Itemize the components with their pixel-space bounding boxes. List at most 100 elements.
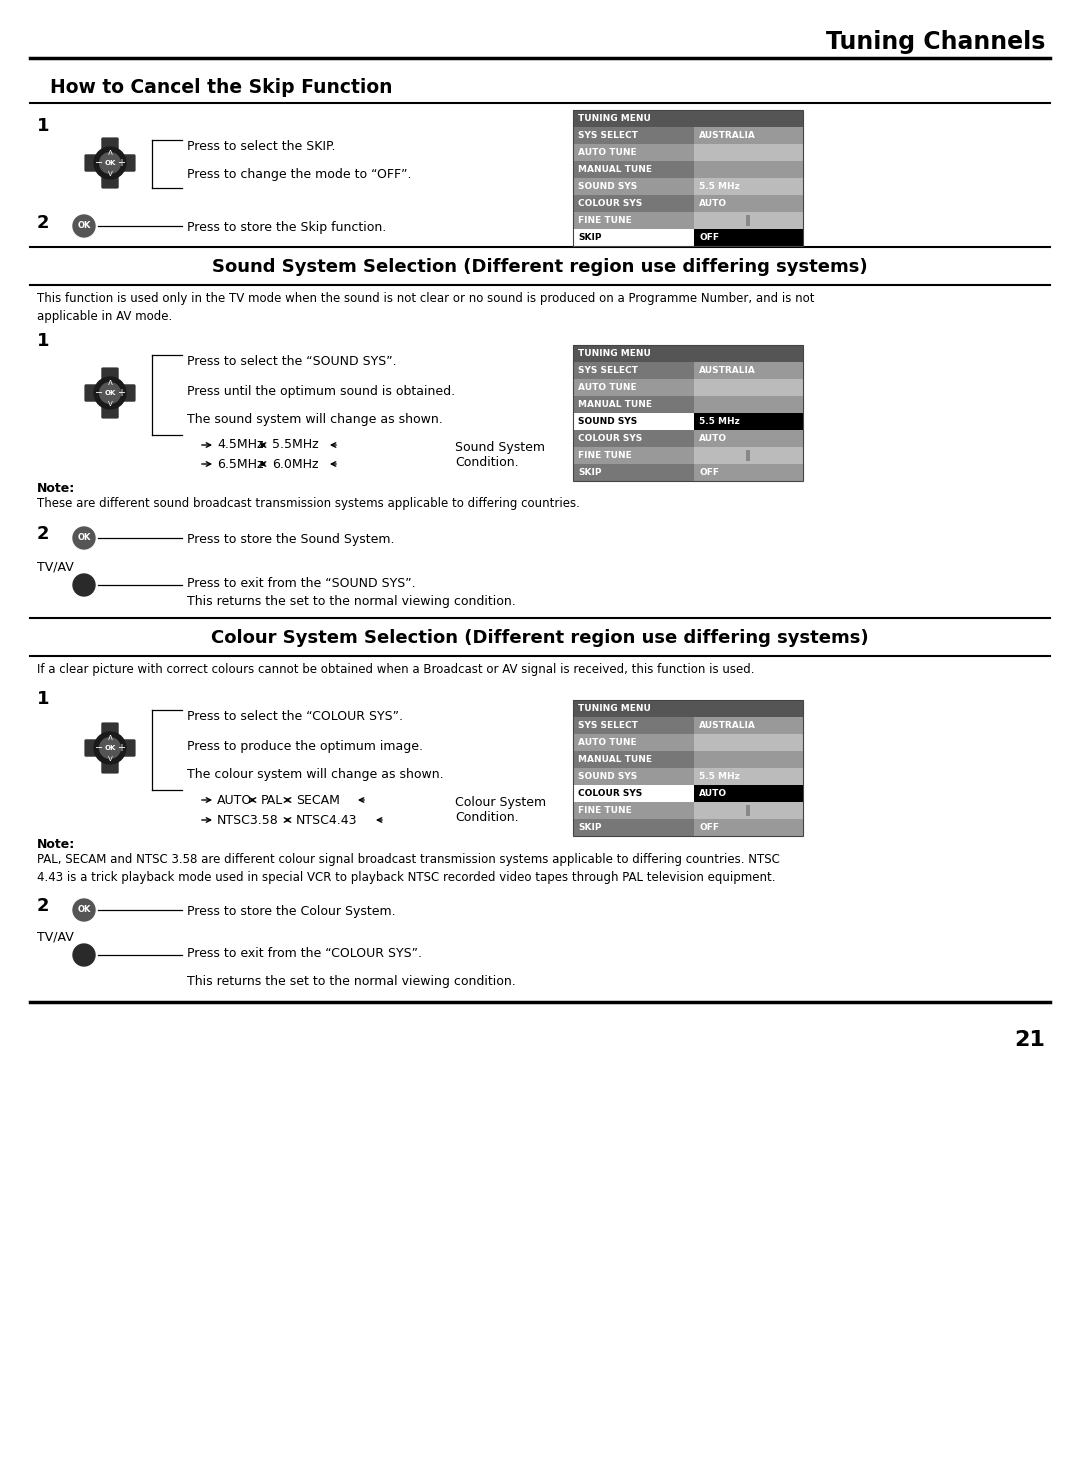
Text: NTSC4.43: NTSC4.43 (296, 814, 357, 827)
FancyBboxPatch shape (102, 138, 119, 160)
FancyBboxPatch shape (84, 384, 107, 402)
Circle shape (94, 377, 126, 409)
Text: AUSTRALIA: AUSTRALIA (699, 721, 756, 730)
Text: TV/AV: TV/AV (37, 560, 73, 573)
Bar (573, 195, 694, 213)
Text: Note:: Note: (37, 482, 76, 496)
Bar (573, 110, 804, 246)
Text: ʌ: ʌ (108, 378, 112, 387)
Text: SKIP: SKIP (578, 822, 602, 833)
Bar (694, 413, 804, 430)
Text: 1: 1 (37, 117, 50, 135)
Text: NTSC3.58: NTSC3.58 (217, 814, 279, 827)
Text: PAL: PAL (261, 793, 283, 806)
Circle shape (73, 899, 95, 921)
Text: V: V (108, 172, 112, 177)
Bar (573, 396, 694, 413)
Bar (694, 380, 804, 396)
Bar (573, 161, 694, 177)
Bar (573, 734, 694, 751)
Bar (573, 430, 694, 447)
Bar (694, 362, 804, 380)
Text: 4.5MHz: 4.5MHz (217, 438, 264, 452)
Bar (573, 128, 694, 144)
Text: AUTO: AUTO (699, 434, 727, 443)
Text: TUNING MENU: TUNING MENU (578, 349, 651, 358)
Bar (573, 802, 694, 819)
Text: MANUAL TUNE: MANUAL TUNE (578, 166, 652, 174)
Bar (573, 177, 694, 195)
Bar (573, 768, 694, 784)
Text: AUTO: AUTO (699, 199, 727, 208)
Bar (573, 447, 694, 465)
Text: AUSTRALIA: AUSTRALIA (699, 366, 756, 375)
Bar (694, 802, 804, 819)
Bar (694, 734, 804, 751)
Text: −: − (95, 743, 104, 754)
Bar (694, 396, 804, 413)
Text: AUSTRALIA: AUSTRALIA (699, 130, 756, 139)
Bar (694, 447, 804, 465)
Bar (573, 819, 694, 836)
Bar (573, 699, 804, 836)
Text: OFF: OFF (699, 468, 719, 476)
Bar (694, 751, 804, 768)
Text: SOUND SYS: SOUND SYS (578, 416, 637, 427)
Text: 21: 21 (1014, 1031, 1045, 1050)
Bar (694, 430, 804, 447)
Text: FINE TUNE: FINE TUNE (578, 216, 632, 224)
Text: SYS SELECT: SYS SELECT (578, 721, 638, 730)
Text: SOUND SYS: SOUND SYS (578, 182, 637, 191)
Bar (694, 784, 804, 802)
Text: AUTO: AUTO (217, 793, 253, 806)
Text: These are different sound broadcast transmission systems applicable to differing: These are different sound broadcast tran… (37, 497, 580, 510)
Text: AUTO: AUTO (699, 789, 727, 798)
Text: Condition.: Condition. (455, 456, 518, 469)
Text: 5.5 MHz: 5.5 MHz (699, 773, 740, 781)
Text: −: − (95, 388, 104, 397)
Text: SOUND SYS: SOUND SYS (578, 773, 637, 781)
Text: OK: OK (78, 534, 91, 542)
Text: OFF: OFF (699, 822, 719, 833)
Bar (573, 413, 694, 430)
Text: SYS SELECT: SYS SELECT (578, 366, 638, 375)
Text: AUTO TUNE: AUTO TUNE (578, 737, 636, 748)
Bar (694, 465, 804, 481)
Text: OFF: OFF (699, 233, 719, 242)
Text: COLOUR SYS: COLOUR SYS (578, 434, 643, 443)
Text: FINE TUNE: FINE TUNE (578, 452, 632, 460)
Text: The colour system will change as shown.: The colour system will change as shown. (187, 768, 444, 781)
Text: This returns the set to the normal viewing condition.: This returns the set to the normal viewi… (187, 595, 516, 608)
Bar (573, 345, 804, 362)
Text: MANUAL TUNE: MANUAL TUNE (578, 400, 652, 409)
Text: Press to exit from the “SOUND SYS”.: Press to exit from the “SOUND SYS”. (187, 578, 416, 589)
Circle shape (99, 737, 120, 758)
Text: 2: 2 (37, 525, 50, 542)
Bar (694, 144, 804, 161)
Text: TUNING MENU: TUNING MENU (578, 704, 651, 712)
Bar (694, 213, 804, 229)
Text: Press to exit from the “COLOUR SYS”.: Press to exit from the “COLOUR SYS”. (187, 947, 422, 960)
Bar (694, 128, 804, 144)
Bar (694, 717, 804, 734)
Text: Press to produce the optimum image.: Press to produce the optimum image. (187, 740, 423, 754)
Text: TUNING MENU: TUNING MENU (578, 114, 651, 123)
Text: Press to change the mode to “OFF”.: Press to change the mode to “OFF”. (187, 169, 411, 180)
Bar (573, 345, 804, 481)
Circle shape (99, 152, 120, 173)
Bar (573, 465, 694, 481)
Bar (573, 380, 694, 396)
Text: V: V (108, 400, 112, 408)
FancyBboxPatch shape (84, 739, 107, 756)
Bar (694, 229, 804, 246)
Bar (746, 805, 750, 815)
Bar (694, 768, 804, 784)
Text: TV/AV: TV/AV (37, 929, 73, 943)
Text: ʌ: ʌ (108, 733, 112, 742)
Bar (573, 144, 694, 161)
Text: 5.5 MHz: 5.5 MHz (699, 416, 740, 427)
Bar (573, 110, 804, 128)
Text: If a clear picture with correct colours cannot be obtained when a Broadcast or A: If a clear picture with correct colours … (37, 663, 755, 676)
Text: 5.5 MHz: 5.5 MHz (699, 182, 740, 191)
Circle shape (94, 732, 126, 764)
